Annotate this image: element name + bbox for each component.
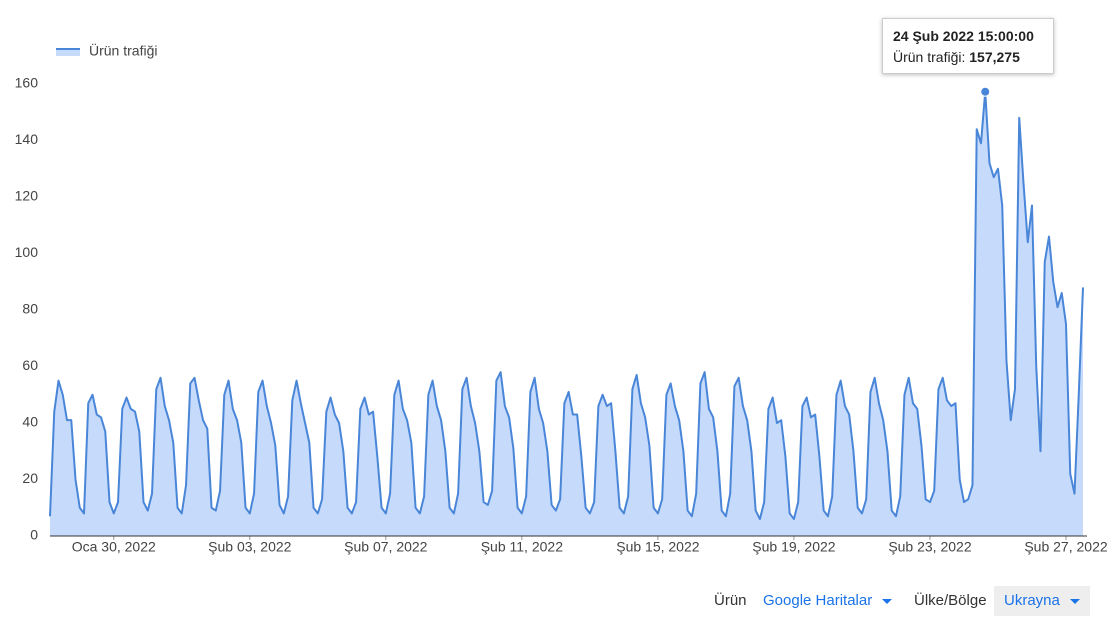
- x-tick-label: Oca 30, 2022: [72, 539, 156, 555]
- x-tick-label: Şub 11, 2022: [481, 539, 563, 555]
- tooltip-label: Ürün trafiği:: [893, 49, 966, 65]
- y-tick-label: 60: [22, 357, 38, 373]
- x-tick-label: Şub 27, 2022: [1024, 539, 1108, 555]
- y-tick-label: 0: [30, 527, 38, 543]
- y-tick-label: 80: [22, 301, 38, 317]
- caret: [1069, 598, 1080, 604]
- tooltip-row: Ürün trafiği: 157,275: [893, 49, 1020, 65]
- y-tick-label: 140: [15, 131, 39, 147]
- y-tick-label: 120: [15, 188, 39, 204]
- y-tick-label: 40: [22, 414, 38, 430]
- x-tick-label: Şub 03, 2022: [208, 539, 292, 555]
- product-label: Ürün: [714, 592, 747, 609]
- x-tick-label: Şub 07, 2022: [344, 539, 428, 555]
- product-dropdown[interactable]: Google Haritalar: [763, 586, 893, 616]
- chart: Ürün trafiği 0 20 40 60 80 100 120 140 160 Oca 30…: [15, 42, 1108, 555]
- y-tick-label: 20: [22, 470, 38, 486]
- x-tick-label: Şub 15, 2022: [616, 539, 700, 555]
- y-tick-label: 100: [15, 244, 39, 260]
- caret: [882, 598, 893, 604]
- tooltip-date: 24 Şub 2022 15:00:00: [893, 28, 1034, 44]
- region-value: Ukrayna: [1004, 592, 1060, 609]
- area: [50, 91, 1083, 536]
- line: [49, 90, 1084, 521]
- legend-label: Ürün trafiği: [89, 42, 157, 59]
- x-tick-label: Şub 23, 2022: [888, 539, 972, 555]
- tooltip-value: 157,275: [969, 49, 1020, 65]
- highlight-point: [980, 86, 991, 97]
- y-tick-label: 160: [15, 75, 39, 91]
- region-dropdown[interactable]: Ukrayna: [994, 586, 1090, 616]
- tooltip: 24 Şub 2022 15:00:00 Ürün trafiği: 157,2…: [882, 18, 1054, 74]
- region-label: Ülke/Bölge: [914, 592, 987, 609]
- product-value: Google Haritalar: [763, 592, 873, 609]
- x-tick-label: Şub 19, 2022: [752, 539, 836, 555]
